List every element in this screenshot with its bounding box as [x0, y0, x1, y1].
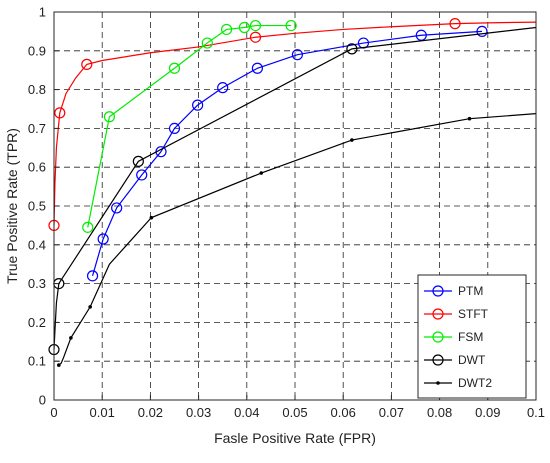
x-tick-label: 0.05	[282, 405, 307, 420]
series-dwt2	[57, 113, 537, 367]
data-point	[291, 49, 304, 61]
data-point	[103, 111, 116, 123]
legend-item-dwt2: DWT2	[424, 376, 492, 390]
y-tick-label: 0.8	[28, 82, 46, 97]
legend-item-fsm: FSM	[424, 330, 483, 344]
series-line	[87, 24, 292, 228]
legend-item-stft: STFT	[424, 307, 489, 321]
data-point	[220, 23, 233, 36]
y-tick-label: 0.9	[28, 43, 46, 58]
data-point	[449, 18, 461, 30]
data-point	[136, 169, 148, 181]
legend-swatch-marker	[432, 331, 444, 343]
y-tick-label: 0.4	[28, 237, 46, 252]
legend-label: FSM	[458, 330, 483, 344]
data-point	[168, 62, 181, 74]
data-point	[467, 116, 472, 121]
data-point	[111, 202, 123, 214]
data-point	[251, 62, 264, 74]
series-fsm	[82, 19, 297, 233]
legend-label: PTM	[458, 284, 483, 298]
legend: PTM STFT FSM DWT DWT2	[417, 274, 527, 399]
y-tick-label: 0.6	[28, 160, 46, 175]
legend-item-dwt: DWT	[424, 353, 486, 367]
data-point	[201, 37, 213, 49]
data-point	[192, 99, 204, 111]
x-tick-label: 0.06	[331, 405, 356, 420]
legend-swatch-marker	[436, 381, 440, 385]
data-point	[86, 270, 99, 282]
x-tick-label: 0.1	[527, 405, 545, 420]
data-point	[81, 58, 93, 70]
data-point	[350, 138, 354, 142]
data-point	[97, 233, 109, 245]
data-point	[132, 155, 144, 167]
x-tick-label: 0.03	[186, 405, 211, 420]
data-point	[259, 171, 264, 175]
x-tick-label: 0.08	[427, 405, 452, 420]
y-tick-label: 0.5	[28, 199, 46, 214]
data-point	[57, 363, 61, 367]
data-point	[69, 336, 73, 340]
legend-label: DWT2	[458, 376, 492, 390]
data-point	[285, 19, 297, 32]
legend-swatch-marker	[432, 354, 444, 366]
x-tick-label: 0.01	[90, 405, 115, 420]
y-tick-label: 0.1	[28, 354, 46, 369]
legend-swatch-marker	[432, 308, 444, 320]
y-tick-label: 0.7	[28, 121, 46, 136]
data-point	[238, 21, 250, 34]
data-point	[217, 82, 229, 94]
data-point	[54, 107, 66, 119]
series-stft	[48, 18, 537, 231]
y-tick-label: 0.2	[28, 315, 46, 330]
x-tick-label: 0.02	[138, 405, 163, 420]
x-tick-label: 0	[50, 405, 57, 420]
x-tick-label: 0.04	[234, 405, 259, 420]
y-tick-label: 0.3	[28, 276, 46, 291]
series-ptm	[86, 25, 488, 282]
data-point	[346, 43, 358, 55]
y-tick-label: 1	[39, 5, 46, 20]
y-tick-label: 0	[39, 393, 46, 408]
x-axis-label: Fasle Positive Rate (FPR)	[214, 430, 376, 446]
legend-label: DWT	[458, 353, 486, 367]
data-point	[476, 25, 488, 37]
legend-item-ptm: PTM	[424, 284, 483, 298]
data-point	[249, 19, 262, 32]
x-tick-label: 0.07	[379, 405, 404, 420]
series-line	[91, 30, 483, 277]
data-point	[168, 122, 181, 134]
y-axis-label: True Positive Rate (TPR)	[4, 128, 20, 284]
x-tick-label: 0.09	[475, 405, 500, 420]
data-point	[82, 221, 94, 233]
series-line	[53, 21, 537, 226]
tick-layer: 0 0.01 0.02 0.03 0.04 0.05 0.06 0.07 0.08 0.09 0.1…	[28, 5, 545, 421]
legend-swatch-marker	[432, 285, 444, 297]
series-line	[58, 113, 537, 366]
legend-label: STFT	[458, 307, 489, 321]
data-point	[249, 31, 262, 43]
data-point	[149, 215, 154, 220]
data-point	[88, 305, 92, 309]
